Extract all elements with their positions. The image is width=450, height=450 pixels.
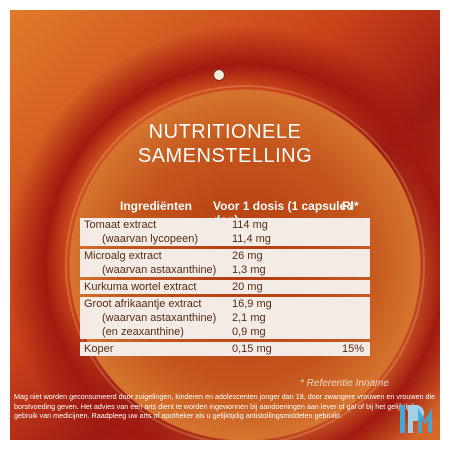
ingredient-name: (waarvan astaxanthine) <box>102 312 217 324</box>
ingredient-dose: 11,4 mg <box>232 233 271 245</box>
ingredient-name: Koper <box>84 343 114 355</box>
table-row: (waarvan lycopeen) 11,4 mg <box>80 232 370 246</box>
table-row: Tomaat extract 114 mg <box>80 218 370 232</box>
table-row: Microalg extract 26 mg <box>80 249 370 263</box>
ingredient-dose: 0,15 mg <box>232 343 272 355</box>
nutrition-table: Ingrediënten Voor 1 dosis (1 capsule / d… <box>80 195 370 356</box>
ingredient-dose: 2,1 mg <box>232 312 266 324</box>
ingredient-dose: 20 mg <box>232 281 263 293</box>
ingredient-dose: 16,9 mg <box>232 298 272 310</box>
table-group: Kurkuma wortel extract 20 mg <box>80 280 370 294</box>
disclaimer-text: Mag niet worden geconsumeerd door zuigel… <box>14 392 436 420</box>
table-header: Ingrediënten Voor 1 dosis (1 capsule / d… <box>80 195 370 227</box>
table-group: Microalg extract 26 mg (waarvan astaxant… <box>80 249 370 277</box>
table-group: Tomaat extract 114 mg (waarvan lycopeen)… <box>80 218 370 246</box>
hang-hole <box>214 70 224 80</box>
table-group: Groot afrikaantje extract 16,9 mg (waarv… <box>80 297 370 339</box>
ingredient-name: Kurkuma wortel extract <box>84 281 197 293</box>
ingredient-dose: 1,3 mg <box>232 264 266 276</box>
table-row: (waarvan astaxanthine) 2,1 mg <box>80 311 370 325</box>
ri-footnote: * Referentie Inname <box>300 378 389 389</box>
ingredient-ri: 15% <box>342 343 365 355</box>
table-row: (waarvan astaxanthine) 1,3 mg <box>80 263 370 277</box>
ingredient-name: Microalg extract <box>84 250 162 262</box>
ipm-logo <box>400 405 432 433</box>
ingredient-name: (waarvan astaxanthine) <box>102 264 217 276</box>
ingredient-name: (en zeaxanthine) <box>102 326 184 338</box>
title-line-1: NUTRITIONELE <box>148 121 302 143</box>
ingredient-dose: 114 mg <box>232 219 268 231</box>
ingredient-name: Groot afrikaantje extract <box>84 298 202 310</box>
page-title: NUTRITIONELE SAMENSTELLING <box>0 120 450 168</box>
table-row: (en zeaxanthine) 0,9 mg <box>80 325 370 339</box>
header-ingredient: Ingrediënten <box>120 199 193 213</box>
title-line-2: SAMENSTELLING <box>137 145 313 167</box>
ingredient-dose: 0,9 mg <box>232 326 266 338</box>
table-row: Koper 0,15 mg 15% <box>80 342 370 356</box>
table-group: Koper 0,15 mg 15% <box>80 342 370 356</box>
header-ri: RI* <box>342 199 359 213</box>
table-row: Groot afrikaantje extract 16,9 mg <box>80 297 370 311</box>
ingredient-dose: 26 mg <box>232 250 263 262</box>
table-row: Kurkuma wortel extract 20 mg <box>80 280 370 294</box>
ingredient-name: Tomaat extract <box>84 219 157 231</box>
ingredient-name: (waarvan lycopeen) <box>102 233 198 245</box>
